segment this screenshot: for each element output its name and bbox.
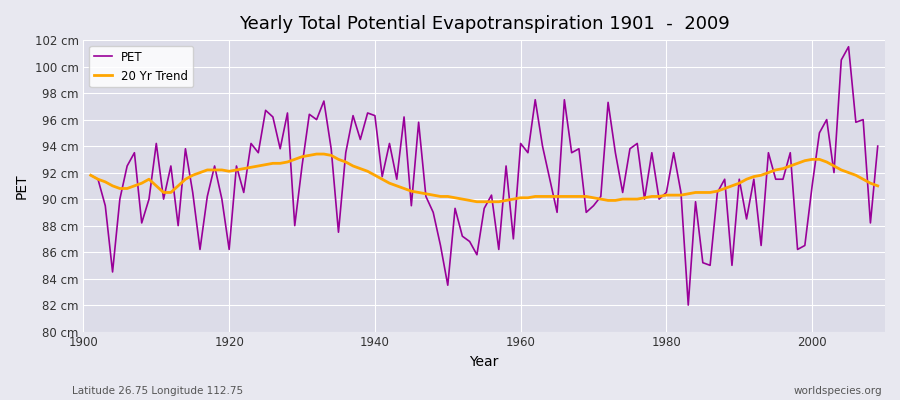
- 20 Yr Trend: [144, 177, 155, 182]
- PET: [144, 197, 155, 202]
- PET: [683, 303, 694, 308]
- Y-axis label: PET: PET: [15, 173, 29, 199]
- PET: [304, 112, 315, 117]
- PET: [508, 236, 518, 241]
- Title: Yearly Total Potential Evapotranspiration 1901  -  2009: Yearly Total Potential Evapotranspiratio…: [238, 15, 730, 33]
- 20 Yr Trend: [617, 197, 628, 202]
- 20 Yr Trend: [355, 166, 365, 171]
- 20 Yr Trend: [311, 152, 322, 156]
- 20 Yr Trend: [530, 194, 541, 199]
- Text: Latitude 26.75 Longitude 112.75: Latitude 26.75 Longitude 112.75: [72, 386, 243, 396]
- 20 Yr Trend: [86, 173, 96, 178]
- 20 Yr Trend: [872, 184, 883, 188]
- X-axis label: Year: Year: [470, 355, 499, 369]
- PET: [843, 44, 854, 49]
- Line: PET: PET: [91, 47, 878, 305]
- PET: [86, 173, 96, 178]
- Line: 20 Yr Trend: 20 Yr Trend: [91, 154, 878, 202]
- PET: [347, 113, 358, 118]
- PET: [603, 100, 614, 105]
- 20 Yr Trend: [472, 199, 482, 204]
- 20 Yr Trend: [304, 153, 315, 158]
- PET: [872, 144, 883, 148]
- 20 Yr Trend: [523, 195, 534, 200]
- Legend: PET, 20 Yr Trend: PET, 20 Yr Trend: [89, 46, 193, 87]
- PET: [515, 141, 526, 146]
- Text: worldspecies.org: worldspecies.org: [794, 386, 882, 396]
